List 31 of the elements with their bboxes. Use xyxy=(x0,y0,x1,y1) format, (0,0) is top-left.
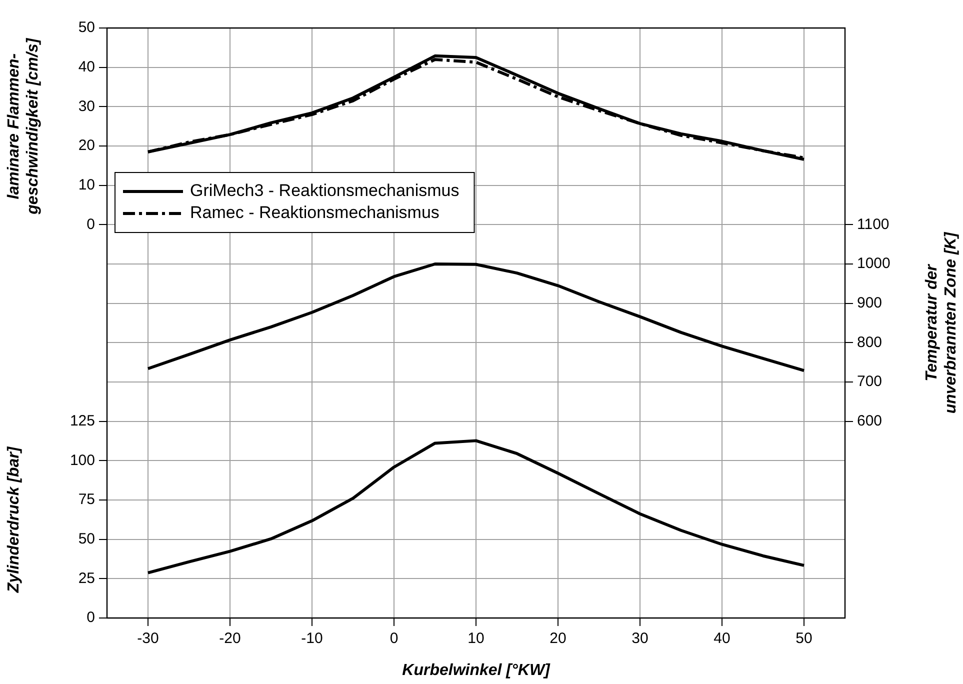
y2-tick-label: 1000 xyxy=(857,255,890,272)
x-tick-label: 30 xyxy=(632,630,648,648)
y-tick-label: 50 xyxy=(78,19,95,36)
y2-tick-label: 600 xyxy=(857,412,882,430)
y-tick-label: 40 xyxy=(78,58,95,76)
y3-tick-label: 100 xyxy=(70,452,95,469)
y2-tick-label: 1100 xyxy=(857,216,890,233)
x-tick-label: 20 xyxy=(550,630,566,648)
y2-tick-label: 700 xyxy=(857,373,882,390)
x-tick-label: -30 xyxy=(137,630,159,648)
y3-tick-label: 75 xyxy=(78,491,95,508)
legend-label: GriMech3 - Reaktionsmechanismus xyxy=(190,181,460,200)
y2-tick-label: 800 xyxy=(857,334,882,351)
x-tick-label: -20 xyxy=(219,630,241,648)
y3-axis-title: Zylinderdruck [bar] xyxy=(5,446,22,594)
x-tick-label: 0 xyxy=(390,630,398,648)
y-tick-label: 30 xyxy=(78,98,95,115)
y3-tick-label: 125 xyxy=(70,412,95,430)
y-tick-label: 10 xyxy=(78,176,95,194)
y-tick-label: 20 xyxy=(78,137,95,154)
y-tick-label: 0 xyxy=(86,216,95,233)
y2-tick-label: 900 xyxy=(857,294,882,312)
x-tick-label: 40 xyxy=(714,630,730,648)
x-axis-title: Kurbelwinkel [°KW] xyxy=(402,662,551,679)
x-tick-label: 10 xyxy=(468,630,484,648)
y2-axis-title: Temperatur der unverbrannten Zone [K] xyxy=(923,232,960,414)
y3-tick-label: 25 xyxy=(78,570,95,587)
x-tick-label: -10 xyxy=(301,630,323,648)
legend-label: Ramec - Reaktionsmechanismus xyxy=(190,203,440,222)
y-axis-title: laminare Flammen- geschwindigkeit [cm/s] xyxy=(5,38,42,216)
x-tick-label: 50 xyxy=(796,630,812,648)
